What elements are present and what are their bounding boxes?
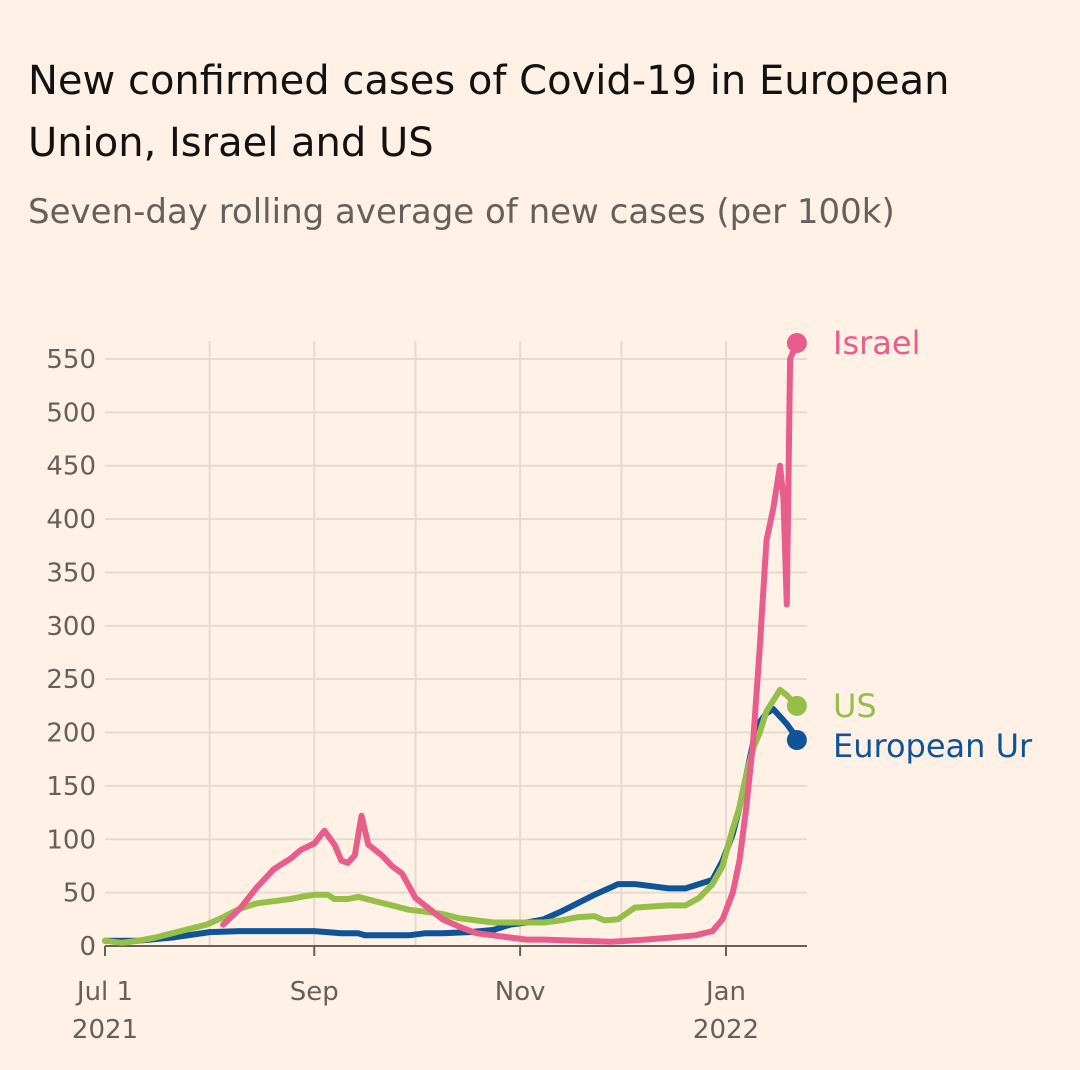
series-label-european-union: European Ur — [833, 727, 1033, 765]
y-tick-label: 50 — [63, 879, 96, 909]
series-label-us: US — [833, 687, 877, 725]
series-label-israel: Israel — [833, 324, 920, 362]
series-lines — [102, 340, 800, 946]
x-tick-label: Jul 1 — [75, 977, 133, 1007]
y-axis: 0 50 100 150 200 250 300 350 400 450 500 550 — [46, 345, 96, 962]
end-marker-european-union — [786, 730, 807, 751]
chart-title: New confirmed cases of Covid-19 in Europ… — [28, 58, 950, 166]
y-tick-label: 350 — [46, 558, 96, 588]
x-tick-label: Jan — [704, 977, 746, 1007]
x-tick-label: Nov — [495, 977, 546, 1007]
y-tick-label: 150 — [46, 772, 96, 802]
y-tick-label: 500 — [46, 398, 96, 428]
end-marker-israel — [786, 332, 807, 353]
y-tick-label: 100 — [46, 825, 96, 855]
x-tick-year-label: 2021 — [72, 1015, 138, 1045]
y-tick-label: 0 — [79, 932, 96, 962]
y-tick-label: 400 — [46, 505, 96, 535]
end-marker-us — [786, 695, 807, 716]
y-tick-label: 300 — [46, 612, 96, 642]
chart-subtitle: Seven-day rolling average of new cases (… — [28, 192, 895, 232]
series-line-israel — [220, 340, 800, 945]
x-tick-label: Sep — [290, 977, 339, 1007]
x-tick-year-label: 2022 — [693, 1015, 759, 1045]
y-tick-label: 250 — [46, 665, 96, 695]
gridlines — [105, 341, 807, 946]
x-axis: Jul 1 2021 Sep Nov Jan 2022 — [72, 945, 807, 1045]
series-line-us — [102, 686, 800, 946]
y-tick-label: 450 — [46, 452, 96, 482]
y-tick-label: 550 — [46, 345, 96, 375]
y-tick-label: 200 — [46, 719, 96, 749]
